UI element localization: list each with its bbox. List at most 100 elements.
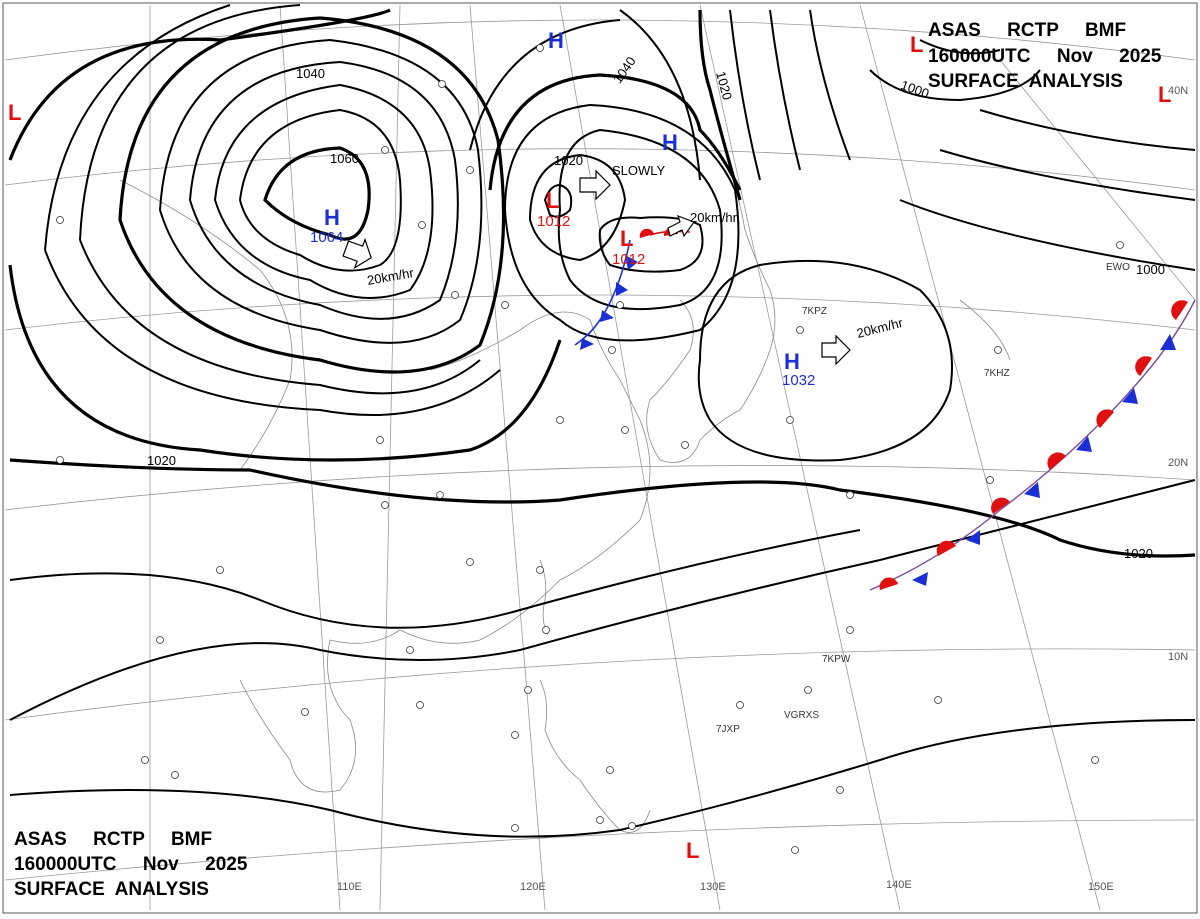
station-circle (556, 416, 564, 424)
header-line-1: ASAS RCTP BMF (14, 829, 212, 850)
station-code: 7KPW (822, 654, 851, 665)
motion-label: 20km/hr (690, 210, 738, 225)
station-markers (56, 44, 1124, 854)
high-center-letter: H (548, 28, 564, 53)
longitude-label: 140E (886, 879, 912, 891)
high-center-letter: H (784, 349, 800, 374)
stationary-front (869, 299, 1196, 591)
low-center-letter: L (910, 32, 923, 57)
station-circle (381, 501, 389, 509)
station-circle (681, 441, 689, 449)
station-circle (616, 301, 624, 309)
station-circle (156, 636, 164, 644)
header-line-2: 160000UTC Nov 2025 (928, 46, 1162, 67)
station-circle (621, 426, 629, 434)
station-circle (994, 346, 1002, 354)
low-center-letter: L (8, 100, 21, 125)
high-center-letter: H (662, 130, 678, 155)
station-circle (171, 771, 179, 779)
latitude-label: 20N (1168, 457, 1188, 469)
isobars (8, 4, 1196, 838)
station-code: EWO (1106, 262, 1130, 273)
station-circle (796, 326, 804, 334)
header-top-right: ASAS RCTP BMF 160000UTC Nov 2025 SURFACE… (928, 20, 1162, 92)
high-center-letter: H (324, 205, 340, 230)
station-code: VGRXS (784, 710, 819, 721)
low-centers: L 1012 L 1012 L L L L (8, 32, 1171, 863)
station-circle (56, 456, 64, 464)
station-circle (986, 476, 994, 484)
station-circle (934, 696, 942, 704)
latitude-label: 10N (1168, 651, 1188, 663)
high-centers: H 1064 H 1032 H H (310, 28, 815, 389)
station-circle (381, 146, 389, 154)
longitude-label: 150E (1088, 881, 1114, 893)
station-circle (542, 626, 550, 634)
station-circle (846, 491, 854, 499)
station-circle (56, 216, 64, 224)
header-line-2: 160000UTC Nov 2025 (14, 854, 248, 875)
station-circle (846, 626, 854, 634)
latitude-label: 40N (1168, 85, 1188, 97)
station-circle (536, 566, 544, 574)
station-circle (511, 824, 519, 832)
station-circle (628, 822, 636, 830)
station-circle (466, 166, 474, 174)
header-bottom-left: ASAS RCTP BMF 160000UTC Nov 2025 SURFACE… (14, 829, 248, 900)
station-circle (596, 816, 604, 824)
station-code: 7KHZ (984, 368, 1010, 379)
station-circle (501, 301, 509, 309)
low-center-value: 1012 (612, 251, 645, 268)
station-circle (791, 846, 799, 854)
longitude-label: 130E (700, 881, 726, 893)
low-center-value: 1012 (537, 213, 570, 230)
low-center-letter: L (546, 188, 559, 213)
station-circle (406, 646, 414, 654)
station-circle (1091, 756, 1099, 764)
station-circle (511, 731, 519, 739)
isobar-label: 1000 (1136, 262, 1165, 277)
header-line-3: SURFACE ANALYSIS (14, 879, 209, 900)
station-circle (451, 291, 459, 299)
station-circle (436, 491, 444, 499)
isobar-label: 1020 (1124, 546, 1153, 561)
low-center-letter: L (1158, 82, 1171, 107)
low-center-letter: L (686, 838, 699, 863)
station-circle (216, 566, 224, 574)
high-center-value: 1064 (310, 229, 343, 246)
isobar-label: 1040 (296, 66, 325, 81)
station-circle (376, 436, 384, 444)
station-code: 7JXP (716, 724, 740, 735)
station-codes: EWO 7KPZ 7KHZ 7KPW 7JXP VGRXS (716, 262, 1130, 735)
station-circle (606, 766, 614, 774)
station-circle (736, 701, 744, 709)
isobar-label: 1020 (554, 153, 583, 168)
isobar-label: 1020 (713, 70, 735, 102)
coastlines (119, 169, 1011, 833)
isobar-label: 1060 (330, 151, 359, 166)
station-circle (608, 346, 616, 354)
station-circle (536, 44, 544, 52)
longitude-label: 110E (337, 881, 362, 893)
station-circle (141, 756, 149, 764)
station-circle (301, 708, 309, 716)
longitude-label: 120E (520, 881, 546, 893)
station-circle (466, 558, 474, 566)
header-line-3: SURFACE ANALYSIS (928, 71, 1123, 92)
station-circle (836, 786, 844, 794)
station-code: 7KPZ (802, 306, 827, 317)
station-circle (438, 80, 446, 88)
station-circle (418, 221, 426, 229)
station-circle (416, 701, 424, 709)
high-center-value: 1032 (782, 372, 815, 389)
header-line-1: ASAS RCTP BMF (928, 20, 1126, 41)
degree-labels: 110E 120E 130E 140E 150E 40N 20N 10N (337, 85, 1188, 893)
station-circle (524, 686, 532, 694)
low-center-letter: L (620, 226, 633, 251)
isobar-label: 1020 (147, 453, 176, 468)
motion-label: SLOWLY (612, 163, 666, 178)
motion-arrows (342, 169, 851, 366)
